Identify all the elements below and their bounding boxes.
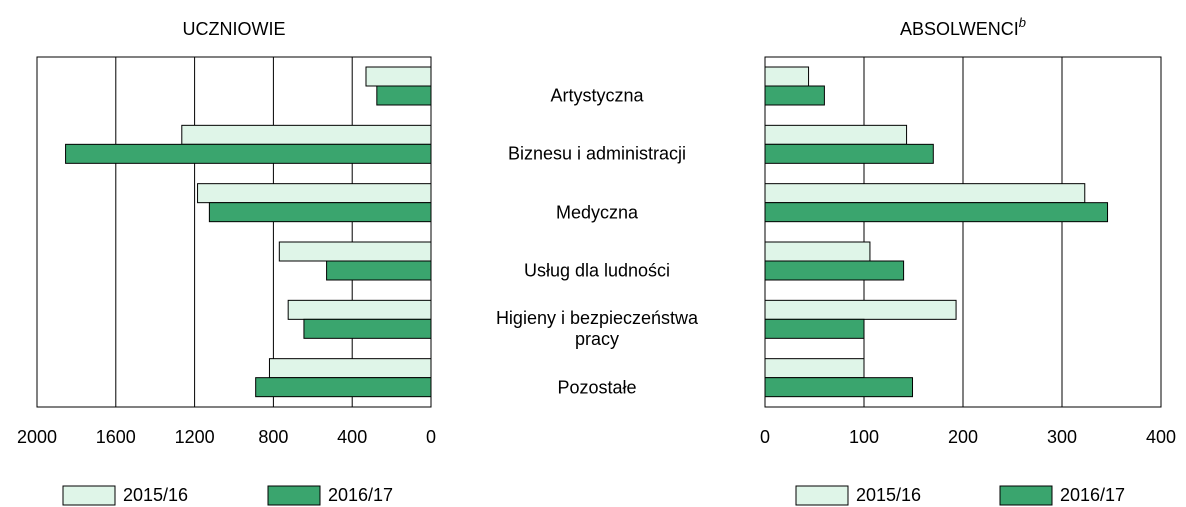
x-tick-label: 200: [948, 427, 978, 447]
legend-swatch: [267, 485, 321, 506]
category-label: Higieny i bezpieczeństwa pracy: [495, 308, 699, 350]
bar: [764, 124, 908, 145]
chart-title: UCZNIOWIE: [183, 19, 286, 39]
bar: [255, 377, 432, 398]
bar: [197, 183, 432, 204]
bar: [287, 299, 432, 320]
legend-label: 2016/17: [328, 485, 393, 505]
bar: [764, 143, 934, 164]
x-tick-label: 0: [426, 427, 436, 447]
x-tick-label: 2000: [17, 427, 57, 447]
bar: [303, 318, 432, 339]
bar: [764, 299, 957, 320]
bar: [181, 124, 432, 145]
bar: [278, 241, 432, 262]
x-tick-label: 0: [760, 427, 770, 447]
bar: [764, 183, 1086, 204]
bar: [764, 85, 825, 106]
bar: [764, 318, 865, 339]
x-tick-label: 800: [258, 427, 288, 447]
bar: [764, 358, 865, 379]
bar: [764, 66, 810, 87]
x-tick-label: 100: [849, 427, 879, 447]
legend-swatch: [62, 485, 116, 506]
bar: [764, 241, 871, 262]
category-label: Pozostałe: [557, 377, 637, 398]
x-tick-label: 1200: [175, 427, 215, 447]
bar: [326, 260, 432, 281]
plot-frame: [764, 56, 1162, 408]
legend-label: 2015/16: [123, 485, 188, 505]
category-label: Usług dla ludności: [523, 260, 671, 281]
x-tick-label: 1600: [96, 427, 136, 447]
title-text: UCZNIOWIE: [183, 19, 286, 39]
legend-swatch: [795, 485, 849, 506]
bar: [268, 358, 432, 379]
x-tick-label: 400: [337, 427, 367, 447]
bar: [208, 202, 432, 223]
bar: [65, 143, 432, 164]
title-text: ABSOLWENCI: [900, 19, 1019, 39]
bar: [764, 377, 914, 398]
legend-label: 2015/16: [856, 485, 921, 505]
bar: [764, 260, 905, 281]
bar: [365, 66, 432, 87]
plot-frame: [36, 56, 432, 408]
category-label: Medyczna: [555, 202, 639, 223]
x-tick-label: 400: [1146, 427, 1176, 447]
category-label: Artystyczna: [550, 85, 644, 106]
bar: [764, 202, 1109, 223]
legend-label: 2016/17: [1060, 485, 1125, 505]
x-tick-label: 300: [1047, 427, 1077, 447]
legend-swatch: [999, 485, 1053, 506]
chart-title: ABSOLWENCIb: [900, 15, 1026, 38]
bar: [376, 85, 432, 106]
category-label: Biznesu i administracji: [507, 143, 687, 164]
title-superscript: b: [1019, 15, 1026, 30]
